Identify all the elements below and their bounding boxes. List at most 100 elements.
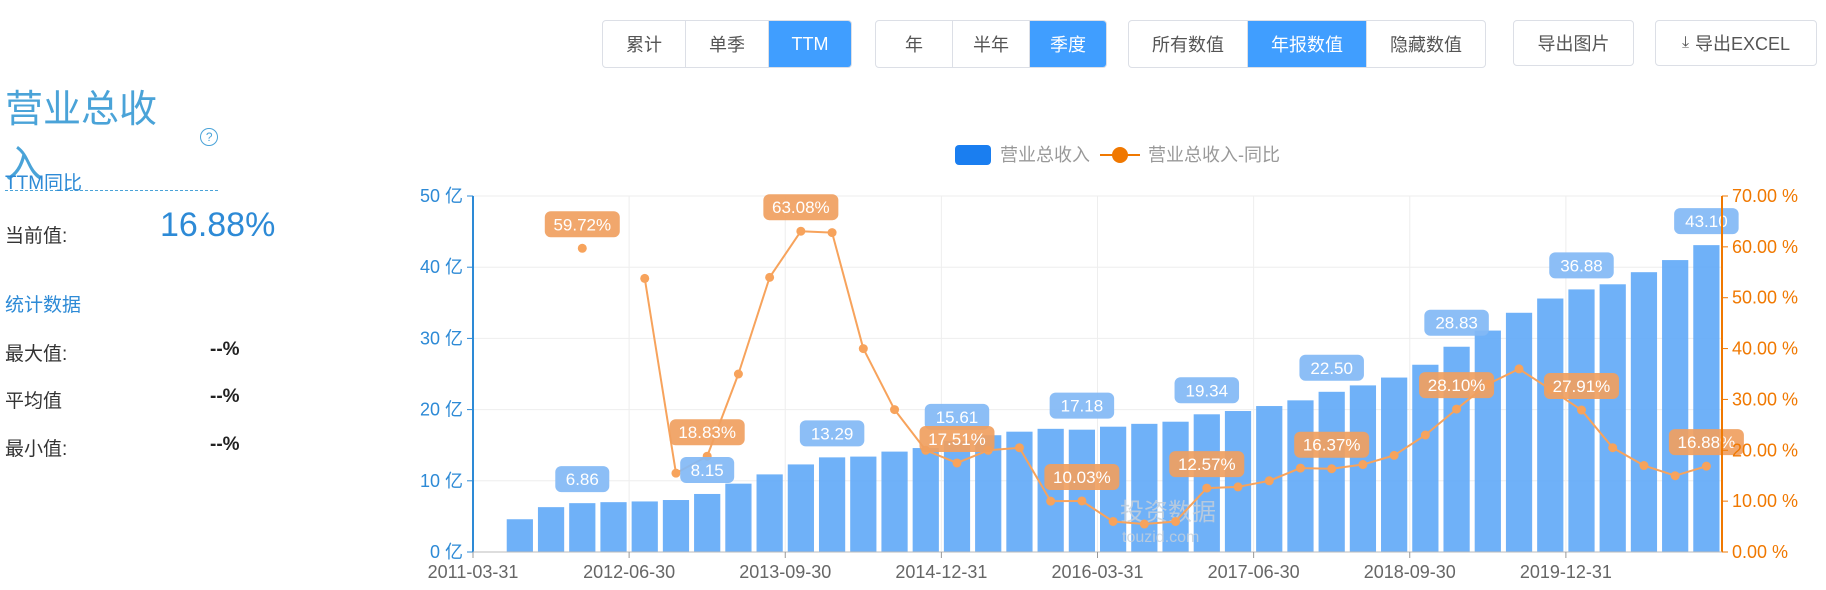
y-right-tick-label: 10.00 % <box>1732 491 1798 511</box>
line-data-label: 16.37% <box>1303 436 1361 455</box>
frequency-0-button[interactable]: 年 <box>876 21 953 67</box>
line-segment <box>1362 454 1395 466</box>
avg-value-label: 平均值 <box>5 391 63 412</box>
x-tick-label: 2018-09-30 <box>1364 562 1456 582</box>
frequency-group: 年半年 季度 <box>875 20 1107 68</box>
bar <box>1287 400 1314 552</box>
x-tick-label: 2016-03-31 <box>1051 562 1143 582</box>
line-point <box>1108 516 1118 526</box>
metric-title-text: 营业总收入 <box>5 89 158 186</box>
period-mode-1-button[interactable]: 单季 <box>686 21 769 67</box>
period-mode-0-button[interactable]: 累计 <box>603 21 686 67</box>
x-tick-label: 2011-03-31 <box>428 562 519 582</box>
bar <box>1068 429 1096 552</box>
y-left-tick-label: 20 亿 <box>420 400 463 420</box>
line-point <box>1420 430 1430 440</box>
bar-data-label-bg <box>1549 252 1614 279</box>
bar-data-label: 13.29 <box>811 424 854 443</box>
max-value: --% <box>210 339 240 360</box>
export-image-button[interactable]: 导出图片 <box>1513 20 1634 66</box>
value-display-2-button[interactable]: 隐藏数值 <box>1390 35 1462 55</box>
y-right-tick-label: 0.00 % <box>1732 542 1788 562</box>
line-segment <box>1174 487 1208 523</box>
value-display-0-button[interactable]: 所有数值 <box>1129 21 1248 67</box>
max-value-label: 最大值: <box>5 344 68 365</box>
bar-data-label-bg <box>1174 377 1240 404</box>
line-point <box>1233 482 1243 492</box>
line-data-label-bg <box>1044 463 1120 490</box>
frequency-1-button[interactable]: 半年 <box>953 21 1030 67</box>
bar-data-label-bg <box>799 420 865 447</box>
bar <box>1630 272 1658 552</box>
line-point <box>1452 404 1462 414</box>
bar-data-label: 17.18 <box>1061 397 1104 416</box>
metric-title[interactable]: 营业总收入 ? <box>5 78 218 191</box>
bar <box>943 440 971 552</box>
bar-data-label-bg <box>1424 309 1489 336</box>
watermark-url: touzid.com <box>1122 529 1199 546</box>
line-segment <box>1018 447 1052 502</box>
period-mode-2-button[interactable]: TTM <box>769 21 851 67</box>
line-point <box>1077 496 1087 506</box>
bar-data-label-bg <box>1049 392 1115 419</box>
line-point <box>577 243 587 253</box>
statistics-heading: 统计数据 <box>5 295 82 316</box>
line-segment <box>925 449 958 464</box>
line-data-label-bg <box>1294 431 1370 458</box>
line-point <box>1514 364 1524 374</box>
value-display-1-button[interactable]: 年报数值 <box>1248 21 1367 67</box>
y-left-tick-label: 10 亿 <box>420 471 463 491</box>
bar-data-label: 36.88 <box>1560 256 1603 275</box>
y-left-tick-label: 0 亿 <box>430 542 463 562</box>
line-data-label: 27.91% <box>1553 377 1611 396</box>
line-point <box>1046 496 1056 506</box>
line-segment <box>831 232 865 349</box>
line-segment <box>1393 434 1426 457</box>
line-segment <box>768 230 802 278</box>
line-segment <box>1113 520 1145 526</box>
line-segment <box>1081 500 1114 523</box>
line-point <box>952 458 962 468</box>
line-segment <box>1268 467 1301 482</box>
line-data-label: 63.08% <box>772 198 830 217</box>
line-point <box>1139 519 1149 529</box>
line-point <box>1014 443 1024 453</box>
line-segment <box>1144 520 1176 526</box>
bar <box>1224 411 1252 552</box>
bar <box>569 503 596 552</box>
line-point <box>1701 461 1711 471</box>
line-segment <box>956 449 989 464</box>
bar <box>881 451 908 552</box>
line-segment <box>862 348 896 411</box>
bar <box>506 519 533 552</box>
bar <box>1381 377 1408 552</box>
bar <box>1505 312 1533 552</box>
line-segment <box>1206 485 1239 490</box>
line-data-label: 17.51% <box>928 430 986 449</box>
line-data-label: 10.03% <box>1053 468 1111 487</box>
y-right-tick-label: 30.00 % <box>1732 389 1798 409</box>
y-right-tick-label: 40.00 % <box>1732 339 1798 359</box>
line-point <box>858 344 868 354</box>
bar <box>912 448 939 552</box>
export-excel-button[interactable]: ⤓ 导出EXCEL <box>1655 20 1817 66</box>
line-segment <box>988 446 1020 452</box>
line-segment <box>1674 465 1707 477</box>
line-data-label-bg <box>1419 372 1495 399</box>
line-segment <box>1331 463 1364 470</box>
avg-value: --% <box>210 386 240 407</box>
line-point <box>1202 483 1212 493</box>
x-tick-label: 2019-12-31 <box>1520 562 1612 582</box>
line-point <box>890 405 900 415</box>
legend-line-marker <box>1112 147 1128 163</box>
y-left-tick-label: 30 亿 <box>420 328 463 348</box>
frequency-2-button[interactable]: 季度 <box>1030 21 1106 67</box>
line-point <box>733 369 743 379</box>
line-data-label-bg <box>1543 373 1619 400</box>
bar-data-label: 28.83 <box>1435 314 1478 333</box>
help-icon[interactable]: ? <box>200 128 218 146</box>
line-point <box>765 272 775 282</box>
bar <box>1193 414 1220 552</box>
x-tick-label: 2013-09-30 <box>739 562 831 582</box>
line-point <box>1171 516 1181 526</box>
